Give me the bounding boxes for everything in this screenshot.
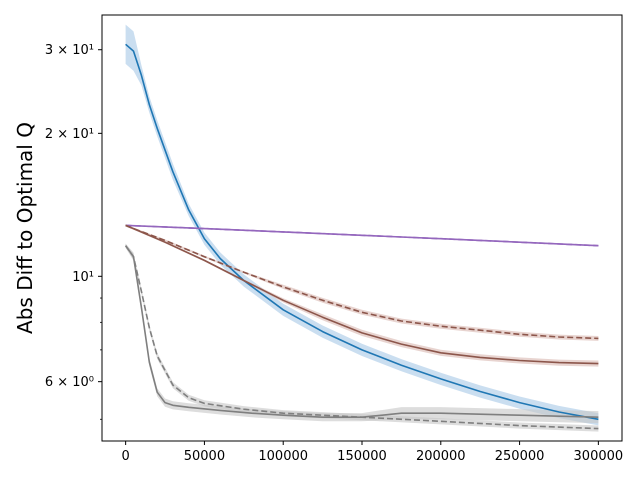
x-tick-label: 0 <box>121 449 129 464</box>
y-tick-label: 10¹ <box>72 270 94 285</box>
x-tick-label: 100000 <box>258 449 308 464</box>
x-tick-label: 250000 <box>495 449 545 464</box>
x-tick-label: 150000 <box>337 449 387 464</box>
y-tick-label: 6 × 10⁰ <box>45 375 94 390</box>
x-tick-label: 300000 <box>574 449 624 464</box>
x-tick-label: 50000 <box>184 449 225 464</box>
y-tick-label: 2 × 10¹ <box>45 127 94 142</box>
x-tick-label: 200000 <box>416 449 466 464</box>
y-tick-label: 3 × 10¹ <box>45 43 94 58</box>
series-band-0 <box>125 24 599 426</box>
series-line-4 <box>125 224 599 340</box>
series-lines <box>124 43 599 430</box>
y-axis: 6 × 10⁰ 10¹ 2 × 10¹ 3 × 10¹ <box>45 43 102 420</box>
series-line-6 <box>124 245 599 430</box>
series-line-5 <box>124 245 599 419</box>
series-line-3 <box>125 224 599 365</box>
series-line-2 <box>125 224 599 247</box>
y-axis-title: Abs Diff to Optimal Q <box>13 122 37 334</box>
x-axis: 0 50000 100000 150000 200000 250000 300000 <box>121 441 623 464</box>
